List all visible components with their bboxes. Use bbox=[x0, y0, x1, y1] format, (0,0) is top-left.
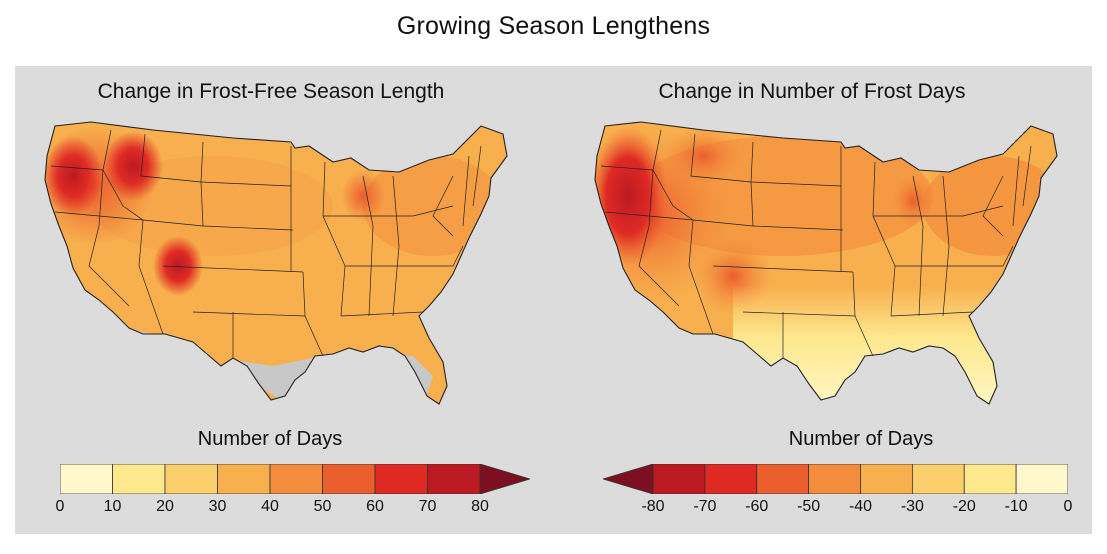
panel-title: Change in Number of Frost Days bbox=[658, 80, 966, 103]
legend-tick-label: 60 bbox=[366, 498, 384, 515]
legend-bin bbox=[112, 464, 166, 494]
legend-tick-label: -80 bbox=[641, 498, 665, 515]
legend-tick-label: -20 bbox=[952, 498, 976, 515]
legend-tick-label: 30 bbox=[208, 498, 227, 515]
legend-tick-label: 40 bbox=[261, 498, 279, 515]
color-legend-bar bbox=[60, 464, 530, 494]
legend-tick-label: -40 bbox=[848, 498, 873, 515]
panel-title: Change in Frost-Free Season Length bbox=[97, 80, 445, 103]
legend-tick-label: 70 bbox=[418, 498, 437, 515]
us-map-frost-days bbox=[594, 121, 1058, 405]
us-map-frost-free-season bbox=[44, 121, 508, 405]
legend-bin bbox=[164, 464, 218, 494]
legend-bin bbox=[322, 464, 376, 494]
legend-tick-label: 0 bbox=[1063, 498, 1073, 515]
legend-bin bbox=[756, 464, 810, 494]
legend-bin bbox=[808, 464, 861, 494]
legend-bin bbox=[427, 464, 481, 494]
legend-bin bbox=[652, 464, 706, 494]
legend-bin bbox=[217, 464, 271, 494]
legend-tick-label: -10 bbox=[1004, 498, 1028, 515]
page-title: Growing Season Lengthens bbox=[396, 12, 711, 40]
color-legend-bar bbox=[603, 464, 1068, 494]
legend-tick-label: -50 bbox=[797, 498, 821, 515]
legend-bin bbox=[704, 464, 758, 494]
legend-tick-label: -70 bbox=[693, 498, 717, 515]
legend-bin bbox=[374, 464, 428, 494]
legend-bin bbox=[963, 464, 1017, 494]
frost-days-panel: Change in Number of Frost Days bbox=[553, 66, 1091, 534]
legend-bin bbox=[269, 464, 323, 494]
legend-tick-label: 0 bbox=[55, 498, 65, 515]
legend-bin bbox=[60, 464, 113, 494]
legend-bin bbox=[1015, 464, 1068, 494]
legend-tick-label: -30 bbox=[900, 498, 924, 515]
legend-tick-label: -60 bbox=[745, 498, 769, 515]
legend-title: Number of Days bbox=[788, 428, 934, 450]
legend-tick-label: 50 bbox=[313, 498, 332, 515]
legend-tick-label: 80 bbox=[471, 498, 489, 515]
legend-tick-label: 10 bbox=[103, 498, 122, 515]
legend-overflow-arrow bbox=[479, 464, 530, 494]
legend-bin bbox=[860, 464, 913, 494]
legend-title: Number of Days bbox=[197, 428, 343, 450]
legend-bin bbox=[911, 464, 965, 494]
legend-overflow-arrow bbox=[603, 464, 654, 494]
frost-free-season-panel: Change in Frost-Free Season Length bbox=[15, 66, 553, 534]
legend-tick-label: 20 bbox=[156, 498, 174, 515]
